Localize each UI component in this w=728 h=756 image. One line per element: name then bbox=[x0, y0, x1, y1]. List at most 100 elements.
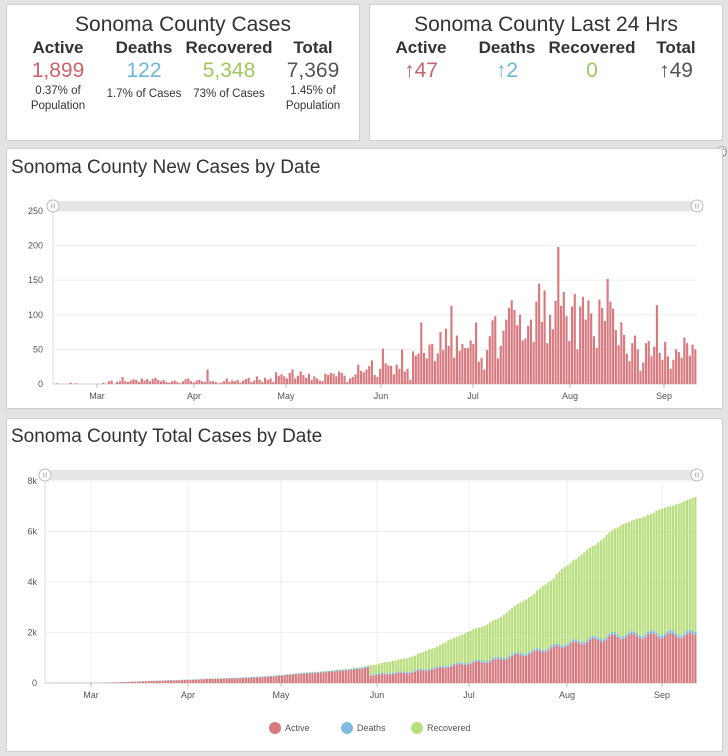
deaths-bar bbox=[472, 660, 475, 663]
active-bar bbox=[577, 643, 580, 683]
deaths-bar bbox=[416, 669, 419, 671]
active-bar bbox=[230, 678, 234, 683]
range-handle-right[interactable] bbox=[690, 468, 704, 482]
x-tick-label: Sep bbox=[656, 391, 672, 401]
recovered-bar bbox=[458, 635, 461, 663]
active-bar bbox=[344, 670, 347, 683]
active-bar bbox=[250, 677, 253, 683]
recovered-bar bbox=[516, 603, 519, 653]
new-cases-bar bbox=[348, 378, 352, 384]
new-cases-bar bbox=[609, 301, 612, 384]
active-bar bbox=[647, 634, 650, 683]
new-cases-bar bbox=[316, 378, 319, 384]
recovered-bar bbox=[566, 565, 569, 644]
active-bar bbox=[189, 679, 192, 683]
recovered-bar bbox=[666, 506, 669, 632]
legend-label-recovered[interactable]: Recovered bbox=[427, 723, 471, 733]
new-cases-bar bbox=[129, 380, 132, 384]
deaths-bar bbox=[561, 645, 564, 648]
deaths-bar bbox=[280, 675, 284, 676]
new-cases-bar bbox=[502, 330, 505, 384]
range-slider-track[interactable] bbox=[45, 470, 697, 480]
new-cases-bar bbox=[283, 376, 286, 384]
new-cases-bar bbox=[510, 300, 513, 384]
new-cases-bar bbox=[686, 343, 689, 384]
active-bar bbox=[131, 681, 134, 683]
legend-label-deaths[interactable]: Deaths bbox=[357, 723, 386, 733]
deaths-bar bbox=[250, 677, 253, 678]
new-cases-bar bbox=[431, 343, 434, 384]
deaths-bar bbox=[455, 662, 458, 665]
new-cases-bar bbox=[211, 381, 215, 384]
active-bar bbox=[333, 671, 336, 683]
deaths-bar bbox=[586, 640, 589, 643]
active-bar bbox=[372, 675, 375, 683]
deaths-bar bbox=[239, 677, 242, 679]
active-bar bbox=[261, 677, 264, 683]
new-cases-bar bbox=[140, 378, 143, 384]
active-bar bbox=[619, 638, 622, 683]
deaths-bar bbox=[685, 631, 689, 635]
deaths-bar bbox=[491, 658, 494, 660]
active-bar bbox=[175, 680, 178, 683]
new-cases-bar bbox=[505, 319, 508, 384]
deaths-bar bbox=[427, 669, 431, 671]
range-handle-left[interactable] bbox=[46, 199, 60, 213]
deaths-bar bbox=[536, 648, 539, 651]
range-handle-right[interactable] bbox=[690, 199, 704, 213]
legend-label-active[interactable]: Active bbox=[285, 723, 310, 733]
deaths-bar bbox=[688, 629, 691, 633]
new-cases-bar bbox=[381, 348, 384, 384]
new-cases-bar bbox=[338, 371, 341, 384]
new-cases-bar bbox=[233, 381, 237, 384]
new-cases-bar bbox=[513, 309, 516, 384]
active-bar bbox=[674, 635, 678, 683]
recovered-bar bbox=[688, 499, 691, 630]
deaths-bar bbox=[241, 677, 245, 678]
recovered-bar bbox=[605, 535, 608, 637]
range-handle-left[interactable] bbox=[38, 468, 52, 482]
recovered-bar bbox=[660, 508, 664, 636]
new-cases-bar bbox=[524, 338, 527, 384]
active-bar bbox=[655, 635, 658, 683]
recovered-bar bbox=[416, 653, 419, 670]
new-cases-bar bbox=[650, 356, 653, 384]
active-bar bbox=[458, 664, 461, 683]
new-cases-bar bbox=[132, 379, 135, 384]
recovered-bar bbox=[475, 628, 478, 660]
new-cases-bar bbox=[253, 380, 256, 384]
new-cases-bar bbox=[562, 291, 565, 384]
active-bar bbox=[236, 678, 239, 683]
active-bar bbox=[483, 662, 486, 683]
legend-swatch-recovered[interactable] bbox=[411, 722, 423, 734]
deaths-bar bbox=[638, 635, 641, 639]
new-cases-bar bbox=[274, 372, 278, 384]
new-cases-panel: Sonoma County New Cases by Date 0 50 100 15… bbox=[6, 148, 723, 409]
recovered-bar bbox=[624, 523, 628, 635]
recovered-bar bbox=[377, 663, 381, 674]
legend-swatch-active[interactable] bbox=[269, 722, 281, 734]
active-bar bbox=[308, 673, 311, 683]
new-cases-bar bbox=[239, 382, 242, 384]
deaths-bar bbox=[311, 672, 314, 674]
active-bar bbox=[685, 634, 689, 683]
active-bar bbox=[142, 681, 145, 683]
cases-active-sub-1: 0.37% of bbox=[35, 85, 81, 97]
cases-recovered: Recovered 5,348 73% of Cases bbox=[183, 38, 275, 101]
range-slider-track[interactable] bbox=[53, 201, 697, 211]
last24-active-value: ↑47 bbox=[404, 59, 438, 82]
new-cases-bar bbox=[447, 345, 450, 384]
new-cases-bar bbox=[387, 365, 390, 384]
last24-total-value: ↑49 bbox=[659, 59, 693, 82]
active-bar bbox=[319, 672, 322, 683]
cases-deaths-value: 122 bbox=[126, 59, 162, 82]
deaths-bar bbox=[394, 672, 397, 674]
new-cases-bar bbox=[398, 368, 401, 384]
legend-swatch-deaths[interactable] bbox=[341, 722, 353, 734]
active-bar bbox=[203, 679, 206, 683]
new-cases-bar bbox=[258, 379, 261, 384]
active-bar bbox=[383, 674, 386, 683]
recovered-bar bbox=[452, 637, 456, 664]
new-cases-bar bbox=[680, 357, 683, 384]
new-cases-bar bbox=[694, 349, 697, 384]
